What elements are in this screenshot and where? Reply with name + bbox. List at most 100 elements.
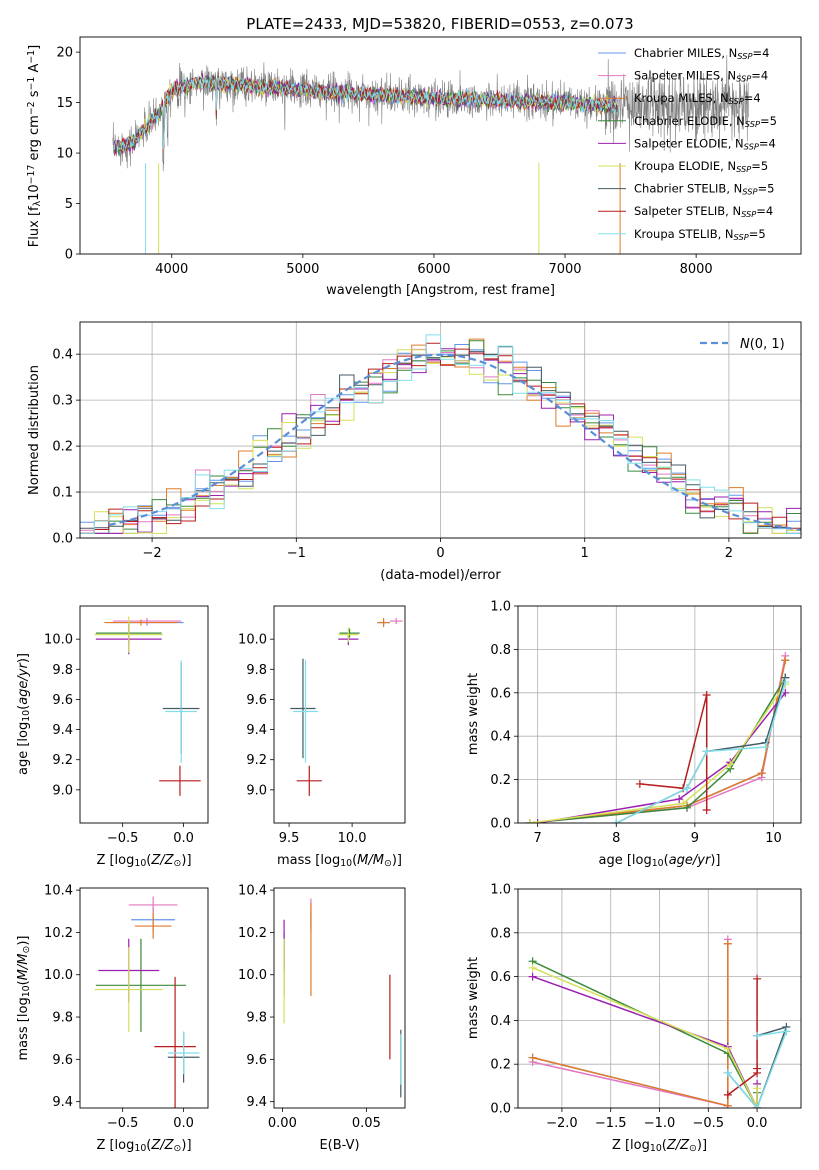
plus-marker: [528, 963, 537, 972]
legend-entry: Chabrier MILES, NSSP=4: [634, 46, 769, 61]
y-tick-label: 9.6: [52, 1053, 73, 1068]
plus-marker: [781, 656, 790, 665]
y-tick-label: 0.2: [490, 773, 511, 788]
legend-entry: Salpeter ELODIE, NSSP=4: [634, 136, 776, 151]
legend-entry: Chabrier ELODIE, NSSP=5: [634, 114, 777, 129]
x-tick-label: 0.0: [173, 831, 194, 846]
data-point-errorbar: [167, 1031, 200, 1075]
data-point-errorbar: [94, 616, 163, 653]
x-tick-label: 7: [534, 831, 542, 846]
x-tick-label: 10.0: [338, 831, 367, 846]
y-tick-label: 10.2: [44, 926, 73, 941]
mass-weight-line: [537, 692, 786, 823]
age_vs_Z-marks: [94, 616, 201, 796]
x-axis-label: (data-model)/error: [380, 568, 501, 583]
y-tick-label: 9.6: [246, 1053, 267, 1068]
plus-marker: [683, 784, 692, 793]
plus-marker: [757, 769, 766, 778]
plus-marker: [702, 805, 711, 814]
mass-weight-line: [727, 1030, 788, 1108]
y-tick-label: 0.0: [52, 532, 73, 547]
data-point-errorbar: [292, 660, 319, 763]
mass_vs_EBV-axes: 0.00 0.05 9.4 9.6 9.8 10.0 10.2 10.4: [238, 884, 406, 1131]
y-tick-label: 0.4: [490, 730, 511, 745]
x-tick-label: 0.0: [173, 1116, 194, 1131]
x-tick-label: 0.05: [352, 1116, 381, 1131]
y-tick-label: 9.4: [246, 1095, 267, 1110]
plus-marker: [723, 1101, 732, 1108]
y-tick-label: 9.8: [52, 1011, 73, 1026]
mass-weight-line: [532, 975, 758, 1108]
plus-marker: [753, 1031, 762, 1040]
axes-frame: [517, 888, 802, 1109]
data-point-errorbar: [134, 913, 172, 939]
plus-marker: [781, 677, 790, 686]
plus-marker: [723, 1090, 732, 1099]
axis-label: Z [log10(Z/Z⊙)]: [612, 1138, 707, 1154]
data-point-errorbar: [112, 618, 182, 625]
y-tick-label: 10.2: [238, 926, 267, 941]
x-tick-label: −0.5: [107, 831, 139, 846]
x-tick-label: 9: [691, 831, 699, 846]
plus-marker: [679, 799, 688, 808]
axes-frame: [79, 887, 209, 1109]
y-tick-label: 15: [56, 96, 73, 111]
x-tick-label: −0.5: [693, 1116, 725, 1131]
x-tick-label: 8000: [680, 262, 713, 277]
plus-marker: [675, 795, 684, 804]
y-tick-label: 10.0: [238, 633, 267, 648]
y-tick-label: 0.6: [490, 970, 511, 985]
x-axis-label: wavelength [Angstrom, rest frame]: [326, 283, 555, 298]
x-tick-label: −1.5: [595, 1116, 627, 1131]
plus-marker: [525, 819, 534, 823]
x-tick-label: 0.00: [268, 1116, 297, 1131]
axis-label: mass [log10(M/M⊙)]: [277, 853, 402, 869]
data-point-errorbar: [338, 627, 359, 643]
mass_vs_Z-axes: −0.5 0.0 9.4 9.6 9.8 10.0 10.2 10.4: [44, 884, 209, 1131]
plus-marker: [761, 743, 770, 752]
age_vs_mass-axes: 9.5 10.0 9.0 9.2 9.4 9.6 9.8 10.0: [238, 605, 406, 846]
plus-marker: [702, 690, 711, 699]
x-tick-label: −0.5: [107, 1116, 139, 1131]
y-tick-label: 9.6: [52, 693, 73, 708]
mass-weight-line: [532, 967, 758, 1108]
y-tick-label: 0.8: [490, 926, 511, 941]
y-tick-label: 0.4: [52, 348, 73, 363]
y-tick-label: 0.8: [490, 643, 511, 658]
massweight_vs_Z-marks: [528, 935, 791, 1108]
y-tick-label: 9.8: [246, 663, 267, 678]
age_vs_Z-axes: −0.5 0.0 9.0 9.2 9.4 9.6 9.8 10.0: [44, 605, 209, 846]
x-tick-label: 0.0: [747, 1116, 768, 1131]
y-tick-label: 10.0: [44, 633, 73, 648]
x-tick-label: 2: [725, 546, 733, 561]
figure-title: PLATE=2433, MJD=53820, FIBERID=0553, z=0…: [246, 15, 633, 33]
axis-label: mass [log10(M/M⊙)]: [16, 936, 32, 1061]
y-tick-label: 9.6: [246, 693, 267, 708]
y-tick-label: 0.2: [52, 440, 73, 455]
legend-entry: Kroupa ELODIE, NSSP=5: [634, 159, 768, 174]
y-tick-label: 10.4: [44, 884, 73, 899]
y-tick-label: 0.3: [52, 394, 73, 409]
massweight_vs_age-axes: 7 8 9 10 0.0 0.2 0.4 0.6 0.8 1.0: [490, 600, 802, 846]
y-tick-label: 5: [65, 197, 73, 212]
x-tick-label: 0: [436, 546, 444, 561]
y-axis-label: Normed distribution: [27, 365, 42, 495]
axes-frame: [79, 605, 209, 824]
axes-frame: [273, 605, 406, 824]
y-axis-label: mass weight: [466, 957, 481, 1039]
mass_vs_EBV-marks: [283, 898, 402, 1098]
plus-marker: [635, 779, 644, 788]
data-point-errorbar: [296, 765, 322, 796]
data-point-errorbar: [389, 618, 403, 625]
plus-marker: [753, 1084, 762, 1093]
legend-entry: Salpeter STELIB, NSSP=4: [634, 204, 773, 219]
data-point-errorbar: [154, 976, 196, 1108]
legend-entry: Salpeter MILES, NSSP=4: [634, 69, 768, 84]
y-tick-label: 0.2: [490, 1058, 511, 1073]
y-tick-label: 9.2: [52, 753, 73, 768]
legend-entry: N(0, 1): [740, 337, 785, 352]
y-axis-label: Flux [fλ10−17 erg cm−2 s−1 A−1]: [26, 45, 43, 247]
plus-marker: [723, 939, 732, 948]
axis-label: Z [log10(Z/Z⊙)]: [96, 853, 191, 869]
